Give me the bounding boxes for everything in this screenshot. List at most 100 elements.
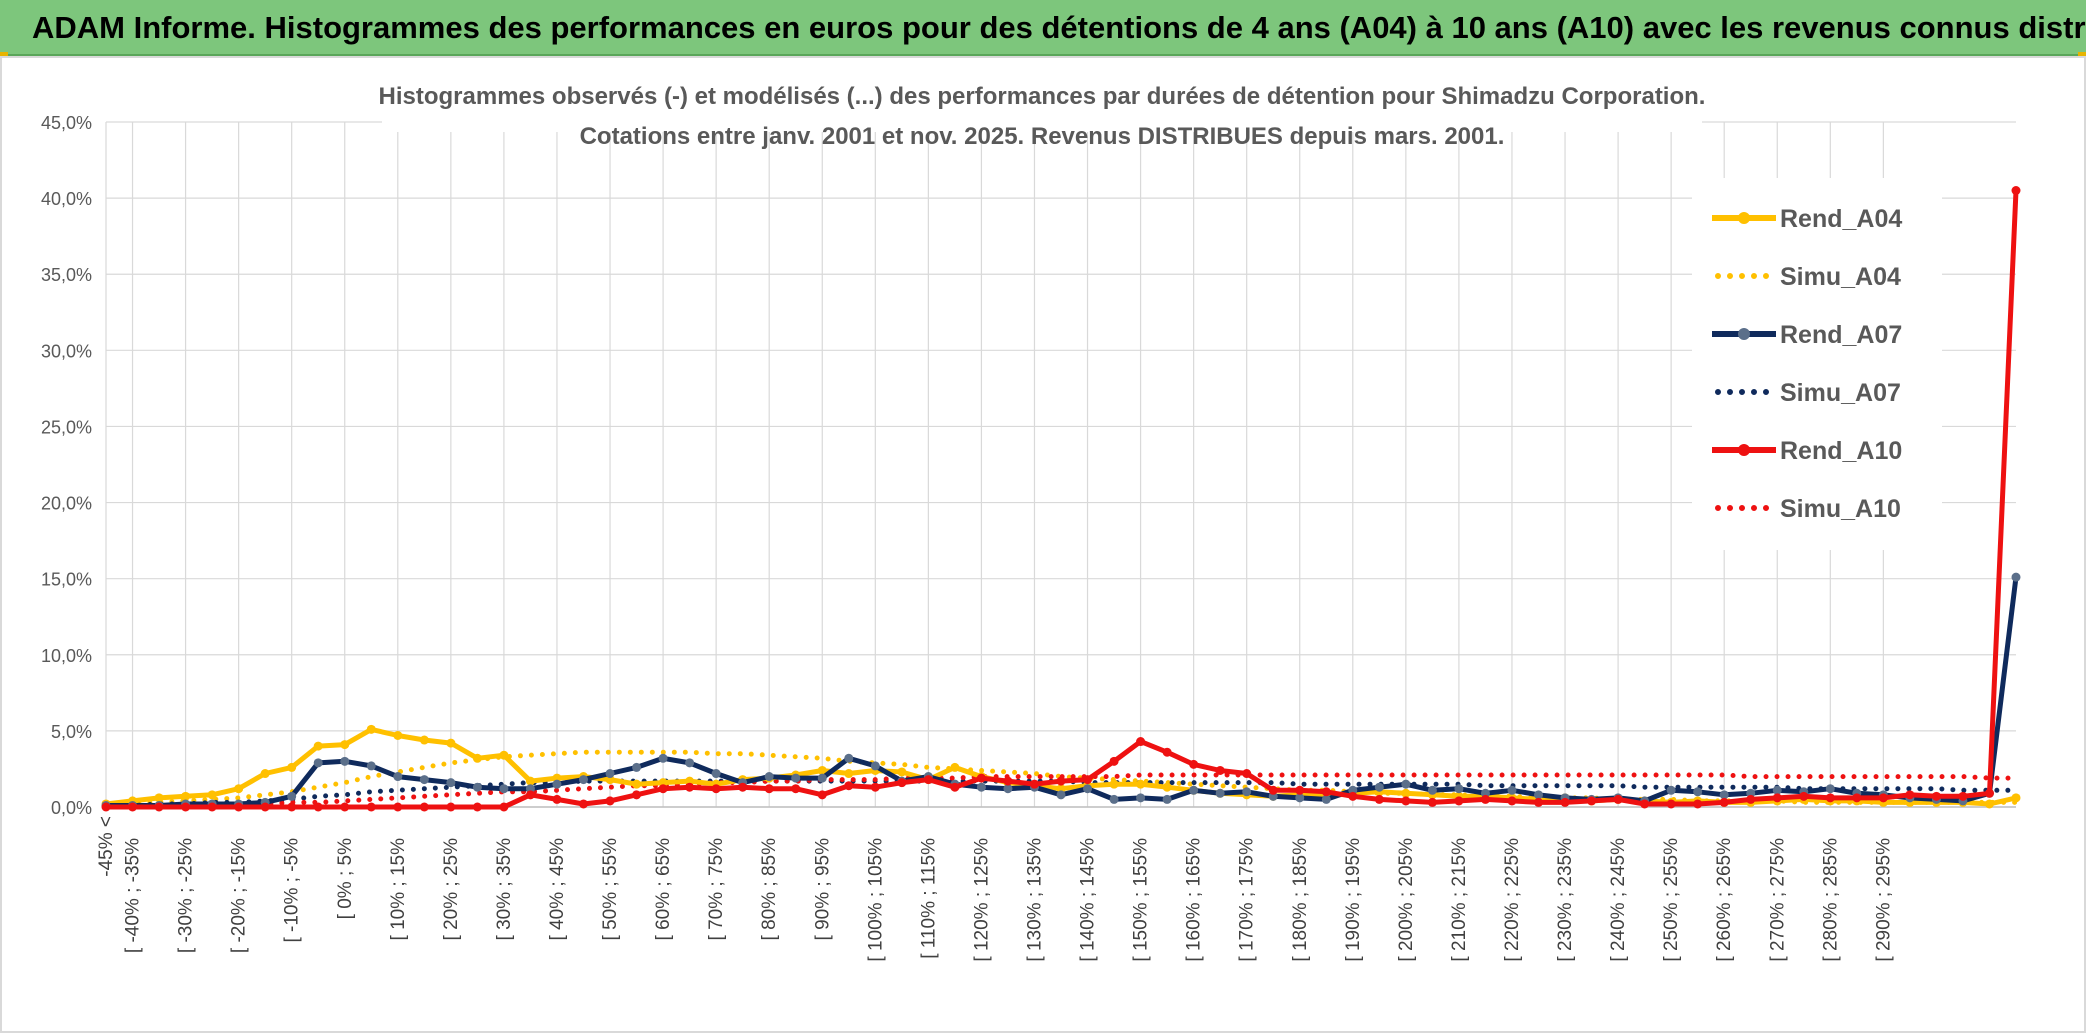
data-point (1401, 788, 1411, 798)
data-point (817, 765, 827, 775)
x-tick-label: [ -40% ; -35% (123, 838, 144, 953)
data-point (632, 779, 642, 789)
data-point (897, 778, 907, 788)
x-tick-label: [ 280% ; 285% (1820, 838, 1841, 962)
data-point (791, 773, 801, 783)
x-tick-label: [ 10% ; 15% (388, 838, 409, 941)
legend-item-Simu_A10: Simu_A10 (1715, 495, 1901, 523)
data-point (1109, 756, 1119, 766)
data-point (366, 802, 376, 812)
histogram-line-chart: 0,0% 5,0% 10,0% 15,0% 20,0% 25,0% 30,0% 35,0% 40… (41, 60, 2021, 962)
data-point (340, 802, 350, 812)
data-point (525, 776, 535, 786)
data-point (313, 741, 323, 751)
data-point (1268, 785, 1278, 795)
legend-item-Rend_A10: Rend_A10 (1712, 437, 1902, 465)
data-point (1746, 794, 1756, 804)
data-point (1136, 737, 1146, 747)
data-point (632, 790, 642, 800)
x-tick-label: [ 230% ; 235% (1555, 838, 1576, 962)
x-tick-label: [ 90% ; 95% (812, 838, 833, 941)
legend-label: Rend_A04 (1780, 205, 1902, 233)
data-point (1083, 784, 1093, 794)
data-point (1719, 790, 1729, 800)
x-tick-label: [ 260% ; 265% (1714, 838, 1735, 962)
data-point (1295, 793, 1305, 803)
legend-item-Rend_A04: Rend_A04 (1712, 205, 1902, 233)
x-tick-label: [ 140% ; 145% (1078, 838, 1099, 962)
data-point (366, 761, 376, 771)
data-point (393, 730, 403, 740)
data-point (1321, 787, 1331, 797)
x-tick-label: [ 20% ; 25% (441, 838, 462, 941)
data-point (340, 756, 350, 766)
data-point (1348, 791, 1358, 801)
data-point (340, 740, 350, 750)
data-point (1666, 785, 1676, 795)
y-tick-label: 25,0% (41, 417, 92, 437)
data-point (1560, 797, 1570, 807)
legend-item-Simu_A07: Simu_A07 (1715, 379, 1901, 407)
data-point (1852, 793, 1862, 803)
x-tick-label: [ 290% ; 295% (1873, 838, 1894, 962)
data-point (1480, 794, 1490, 804)
banner-corner-left (0, 52, 8, 56)
data-point (711, 769, 721, 779)
legend-label: Simu_A07 (1780, 379, 1901, 407)
data-point (1401, 796, 1411, 806)
series-Simu_A10 (103, 772, 2019, 810)
data-point (2011, 186, 2021, 195)
x-tick-label: [ 130% ; 135% (1024, 838, 1045, 962)
x-tick-label: [ 60% ; 65% (653, 838, 674, 941)
data-point (1772, 785, 1782, 795)
data-point (605, 769, 615, 779)
data-point (499, 750, 509, 760)
data-point (950, 782, 960, 792)
data-point (552, 794, 562, 804)
data-point (685, 782, 695, 792)
data-point (1109, 794, 1119, 804)
x-tick-label: [ 100% ; 105% (865, 838, 886, 962)
data-point (1295, 785, 1305, 795)
data-point (446, 778, 456, 788)
data-point (1427, 797, 1437, 807)
data-point (1189, 759, 1199, 769)
data-point (1242, 787, 1252, 797)
y-tick-label: 30,0% (41, 341, 92, 361)
legend-marker (1738, 328, 1750, 340)
data-point (154, 793, 164, 803)
x-tick-label: [ 70% ; 75% (706, 838, 727, 941)
x-tick-label: [ 270% ; 275% (1767, 838, 1788, 962)
data-point (472, 782, 482, 792)
data-point (1693, 799, 1703, 809)
x-tick-label: [ -30% ; -25% (176, 838, 197, 953)
data-point (1374, 782, 1384, 792)
report-banner-title: ADAM Informe. Histogrammes des performan… (0, 0, 2086, 56)
data-point (658, 753, 668, 763)
data-point (579, 799, 588, 809)
data-point (2011, 572, 2021, 582)
data-point (844, 781, 854, 791)
data-point (711, 784, 721, 794)
data-point (1640, 799, 1650, 809)
data-point (181, 791, 191, 801)
data-point (1931, 791, 1941, 801)
y-tick-label: 40,0% (41, 189, 92, 209)
y-tick-label: 0,0% (51, 798, 92, 818)
data-point (313, 802, 323, 812)
data-point (1056, 776, 1066, 786)
y-tick-label: 5,0% (51, 722, 92, 742)
data-point (2011, 793, 2021, 803)
data-point (366, 724, 376, 734)
data-point (1427, 785, 1437, 795)
data-point (1242, 769, 1252, 779)
data-point (419, 802, 429, 812)
data-point (446, 802, 456, 812)
data-point (1534, 797, 1543, 807)
x-tick-label: [ 80% ; 85% (759, 838, 780, 941)
banner-corner-right (2078, 52, 2086, 56)
data-point (1825, 793, 1835, 803)
data-point (1189, 785, 1199, 795)
data-point (870, 782, 880, 792)
data-point (446, 738, 456, 748)
